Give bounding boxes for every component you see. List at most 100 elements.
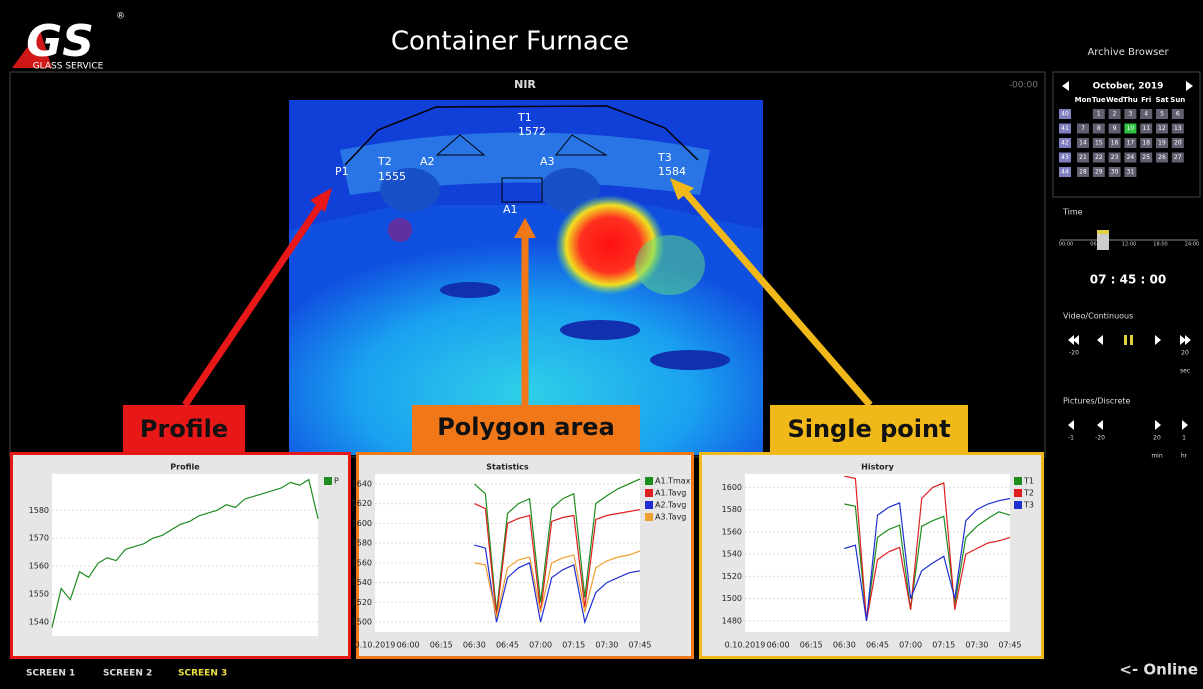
video-step: 20: [1181, 350, 1189, 357]
day-number: 1: [1097, 111, 1101, 118]
y-tick-label: 1480: [722, 616, 742, 625]
legend-swatch: [1014, 501, 1022, 509]
legend-swatch: [1014, 477, 1022, 485]
day-number: 23: [1111, 154, 1119, 161]
plot-area: [375, 474, 640, 632]
day-number: 3: [1128, 111, 1132, 118]
plot-area: [745, 474, 1010, 632]
weekday: Sat: [1155, 96, 1169, 104]
day-number: 6: [1176, 111, 1180, 118]
y-tick-label: 1550: [29, 590, 49, 599]
y-tick-label: 1600: [722, 483, 742, 492]
y-tick-label: 1540: [722, 550, 742, 559]
viewer-time: -00:00: [1009, 81, 1038, 91]
y-tick-label: 1520: [352, 598, 372, 607]
pictures-step: 20: [1153, 435, 1161, 442]
pictures-step: -1: [1068, 435, 1074, 442]
x-tick-label: 07:00: [899, 641, 922, 650]
legend-swatch: [645, 477, 653, 485]
weekday: Sun: [1170, 96, 1185, 104]
week-number: 42: [1061, 140, 1069, 147]
day-number: 20: [1174, 140, 1182, 147]
image-label: 1555: [378, 170, 406, 183]
x-tick-label: 07:30: [595, 641, 618, 650]
time-label: Time: [1062, 208, 1083, 217]
x-tick-label: 07:30: [965, 641, 988, 650]
image-label: A2: [420, 155, 435, 168]
chart: History14801500152015401560158016000.10.…: [701, 454, 1043, 658]
y-tick-label: 1620: [352, 499, 372, 508]
day-number: 7: [1081, 125, 1085, 132]
week-number: 44: [1061, 169, 1069, 176]
day-number: 4: [1144, 111, 1148, 118]
time-tick-label: 18:00: [1153, 242, 1167, 248]
image-label: T1: [517, 111, 532, 124]
legend-swatch: [645, 513, 653, 521]
legend-swatch: [324, 477, 332, 485]
logo-sub: GLASS SERVICE: [33, 62, 104, 72]
online-button[interactable]: <- Online: [1119, 661, 1198, 679]
x-tick-label: 06:00: [397, 641, 420, 650]
day-number: 15: [1095, 140, 1103, 147]
screen-tab[interactable]: SCREEN 1: [26, 669, 75, 679]
x-tick-label: 07:15: [562, 641, 585, 650]
screen-tab[interactable]: SCREEN 3: [178, 669, 227, 679]
calendar-month: October, 2019: [1093, 82, 1164, 92]
time-tick-label: 00:00: [1059, 242, 1073, 248]
day-number: 26: [1158, 154, 1166, 161]
clock: 07 : 45 : 00: [1090, 273, 1166, 287]
x-tick-label: 0.10.2019: [725, 641, 766, 650]
day-number: 11: [1142, 125, 1150, 132]
day-number: 9: [1113, 125, 1117, 132]
image-label: P1: [335, 165, 349, 178]
archive-title: Archive Browser: [1087, 47, 1169, 58]
legend-label: P: [334, 477, 339, 486]
weekday: Fri: [1141, 96, 1151, 104]
legend-swatch: [1014, 489, 1022, 497]
y-tick-label: 1600: [352, 519, 372, 528]
image-label: T3: [657, 151, 672, 164]
day-number: 14: [1079, 140, 1087, 147]
y-tick-label: 1570: [29, 534, 49, 543]
y-tick-label: 1560: [29, 562, 49, 571]
day-number: 16: [1111, 140, 1119, 147]
day-number: 10: [1127, 125, 1135, 132]
pictures-label: Pictures/Discrete: [1063, 397, 1130, 406]
x-tick-label: 06:45: [496, 641, 519, 650]
day-number: 5: [1160, 111, 1164, 118]
video-unit: sec: [1180, 368, 1190, 375]
callout-label: Profile: [140, 415, 228, 443]
y-tick-label: 1520: [722, 572, 742, 581]
pictures-step: 1: [1182, 435, 1186, 442]
video-label: Video/Continuous: [1063, 312, 1133, 321]
day-number: 8: [1097, 125, 1101, 132]
day-number: 19: [1158, 140, 1166, 147]
pictures-unit: min: [1151, 453, 1163, 460]
day-number: 22: [1095, 154, 1103, 161]
image-label: 1572: [518, 125, 546, 138]
x-tick-label: 07:45: [998, 641, 1021, 650]
x-tick-label: 06:45: [866, 641, 889, 650]
viewer-label: NIR: [514, 78, 536, 91]
x-tick-label: 06:30: [833, 641, 856, 650]
chart: Statistics150015201540156015801600162016…: [352, 454, 693, 658]
x-tick-label: 07:15: [932, 641, 955, 650]
y-tick-label: 1580: [722, 505, 742, 514]
legend-label: T1: [1023, 477, 1034, 486]
image-label: 1584: [658, 165, 686, 178]
image-label: A1: [503, 203, 518, 216]
time-tick-label: 06:00: [1090, 242, 1104, 248]
weekday: Tue: [1092, 96, 1106, 104]
x-tick-label: 0.10.2019: [355, 641, 396, 650]
day-number: 24: [1127, 154, 1135, 161]
day-number: 27: [1174, 154, 1182, 161]
screen: GS ® GLASS SERVICE Container Furnace NIR…: [0, 0, 1203, 685]
page: { "header": {"logo": "GS", "logo_sub": "…: [0, 0, 1203, 689]
legend-label: A1.Tavg: [655, 489, 686, 498]
legend-swatch: [645, 501, 653, 509]
pictures-unit: hr: [1181, 453, 1188, 460]
y-tick-label: 1560: [722, 527, 742, 536]
day-number: 25: [1142, 154, 1150, 161]
screen-tab[interactable]: SCREEN 2: [103, 669, 152, 679]
